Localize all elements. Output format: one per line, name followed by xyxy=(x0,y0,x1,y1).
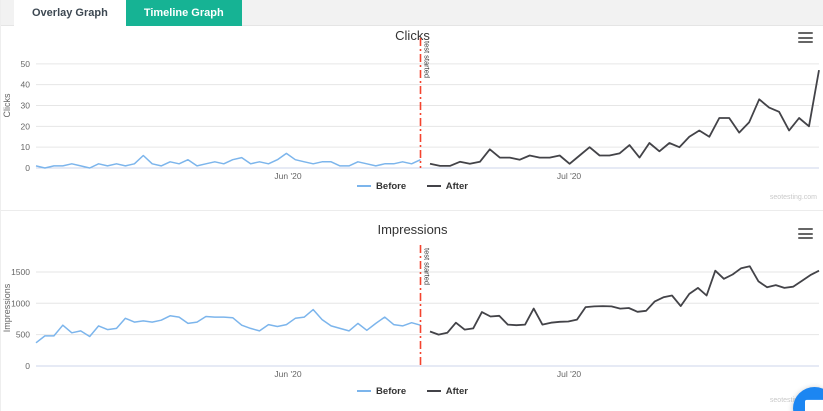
svg-text:30: 30 xyxy=(21,101,31,111)
after-line-swatch xyxy=(426,389,441,392)
svg-text:Jul '20: Jul '20 xyxy=(557,369,582,379)
svg-text:500: 500 xyxy=(16,330,30,340)
clicks-plot-area: 0 10 20 30 40 50 Clicks Jun '20 Jul '20 test star… xyxy=(2,38,820,181)
legend-label-after: After xyxy=(445,181,468,192)
clicks-chart-card: Clicks 0 10 20 30 40 50 Clicks Jun '20 Jul '20 te… xyxy=(1,26,823,210)
impressions-legend: Before After xyxy=(1,386,823,397)
legend-item-after[interactable]: After xyxy=(426,181,468,192)
tab-overlay-graph[interactable]: Overlay Graph xyxy=(14,0,126,26)
after-line-swatch xyxy=(426,184,441,187)
svg-text:test started: test started xyxy=(423,248,432,285)
clicks-legend: Before After xyxy=(1,181,823,192)
impressions-plot-area: 0 500 1000 1500 Impressions Jun '20 Jul '20 tes… xyxy=(2,245,820,379)
svg-text:40: 40 xyxy=(21,80,31,90)
svg-text:20: 20 xyxy=(21,121,31,131)
svg-text:50: 50 xyxy=(21,59,31,69)
chart-context-menu-icon[interactable] xyxy=(798,228,813,239)
before-line-swatch xyxy=(357,184,372,187)
chart-context-menu-icon[interactable] xyxy=(798,32,813,43)
svg-text:10: 10 xyxy=(21,142,31,152)
tab-timeline-graph[interactable]: Timeline Graph xyxy=(125,0,242,26)
watermark: seotesting.com xyxy=(769,194,817,201)
before-line-swatch xyxy=(357,389,372,392)
svg-text:0: 0 xyxy=(25,361,30,371)
tab-bar: Overlay Graph Timeline Graph xyxy=(1,0,823,26)
svg-text:test started: test started xyxy=(423,41,432,78)
legend-label-before: Before xyxy=(376,386,407,397)
legend-label-after: After xyxy=(445,386,468,397)
chat-bubble-icon xyxy=(804,399,823,411)
legend-item-after[interactable]: After xyxy=(426,386,468,397)
impressions-chart-card: Impressions 0 500 1000 1500 Impressions Jun '… xyxy=(1,210,823,411)
legend-label-before: Before xyxy=(376,181,407,192)
svg-text:Jun '20: Jun '20 xyxy=(274,171,301,181)
impressions-chart-title: Impressions xyxy=(377,222,448,237)
svg-text:Jun '20: Jun '20 xyxy=(274,369,301,379)
svg-text:0: 0 xyxy=(25,163,30,173)
svg-text:1500: 1500 xyxy=(11,267,30,277)
svg-text:Clicks: Clicks xyxy=(2,93,12,117)
svg-text:Impressions: Impressions xyxy=(2,283,12,332)
legend-item-before[interactable]: Before xyxy=(357,181,406,192)
svg-text:Jul '20: Jul '20 xyxy=(557,171,582,181)
legend-item-before[interactable]: Before xyxy=(357,386,406,397)
svg-text:1000: 1000 xyxy=(11,298,30,308)
